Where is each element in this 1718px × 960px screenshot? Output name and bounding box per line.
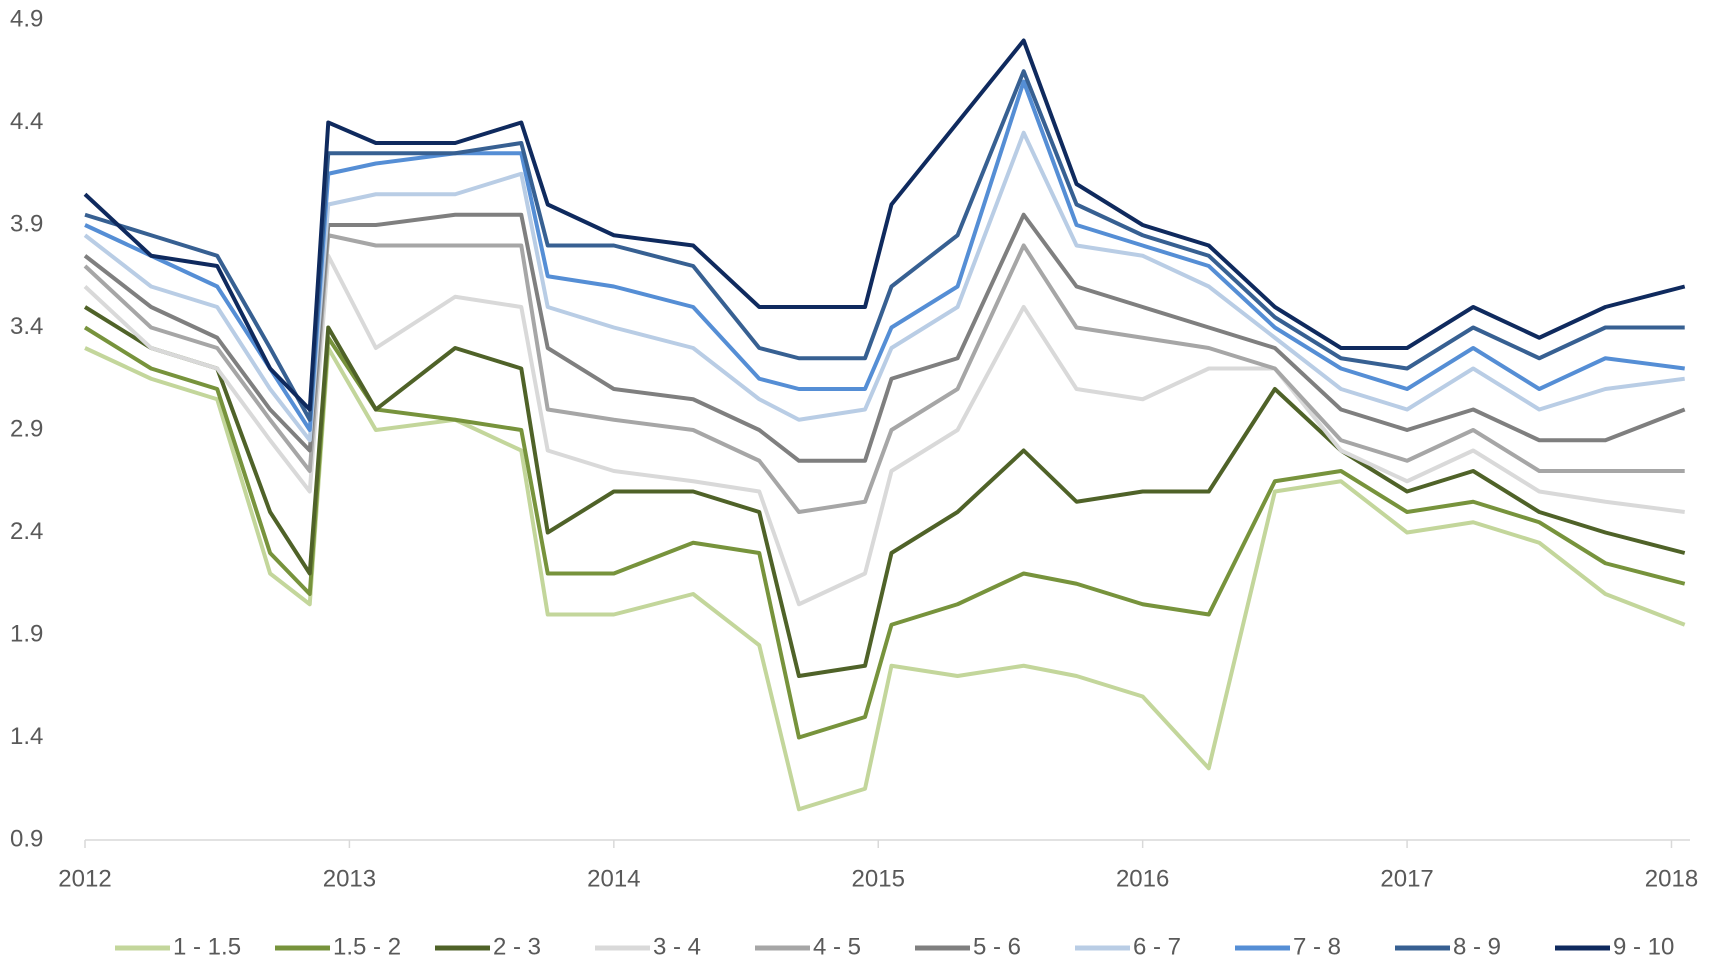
y-tick-label: 0.9 [10, 825, 43, 852]
y-tick-label: 4.9 [10, 5, 43, 32]
x-tick-label: 2012 [58, 865, 111, 892]
y-tick-label: 3.4 [10, 313, 43, 340]
x-tick-label: 2013 [323, 865, 376, 892]
y-tick-label: 2.9 [10, 415, 43, 442]
y-tick-label: 4.4 [10, 108, 43, 135]
x-tick-label: 2016 [1116, 865, 1169, 892]
series-line [83, 305, 1686, 678]
legend-label: 7 - 8 [1293, 933, 1341, 960]
y-tick-label: 1.4 [10, 723, 43, 750]
y-tick-label: 2.4 [10, 518, 43, 545]
y-tick-label: 1.9 [10, 620, 43, 647]
x-tick-label: 2014 [587, 865, 640, 892]
x-tick-label: 2018 [1645, 865, 1698, 892]
x-tick-label: 2017 [1380, 865, 1433, 892]
legend-label: 6 - 7 [1133, 933, 1181, 960]
legend-label: 1.5 - 2 [333, 933, 401, 960]
legend-label: 2 - 3 [493, 933, 541, 960]
legend-label: 4 - 5 [813, 933, 861, 960]
legend-label: 9 - 10 [1613, 933, 1674, 960]
x-tick-label: 2015 [852, 865, 905, 892]
legend-label: 3 - 4 [653, 933, 701, 960]
y-tick-label: 3.9 [10, 210, 43, 237]
legend-label: 5 - 6 [973, 933, 1021, 960]
legend-label: 8 - 9 [1453, 933, 1501, 960]
series-line [83, 38, 1686, 412]
legend-label: 1 - 1.5 [173, 933, 241, 960]
